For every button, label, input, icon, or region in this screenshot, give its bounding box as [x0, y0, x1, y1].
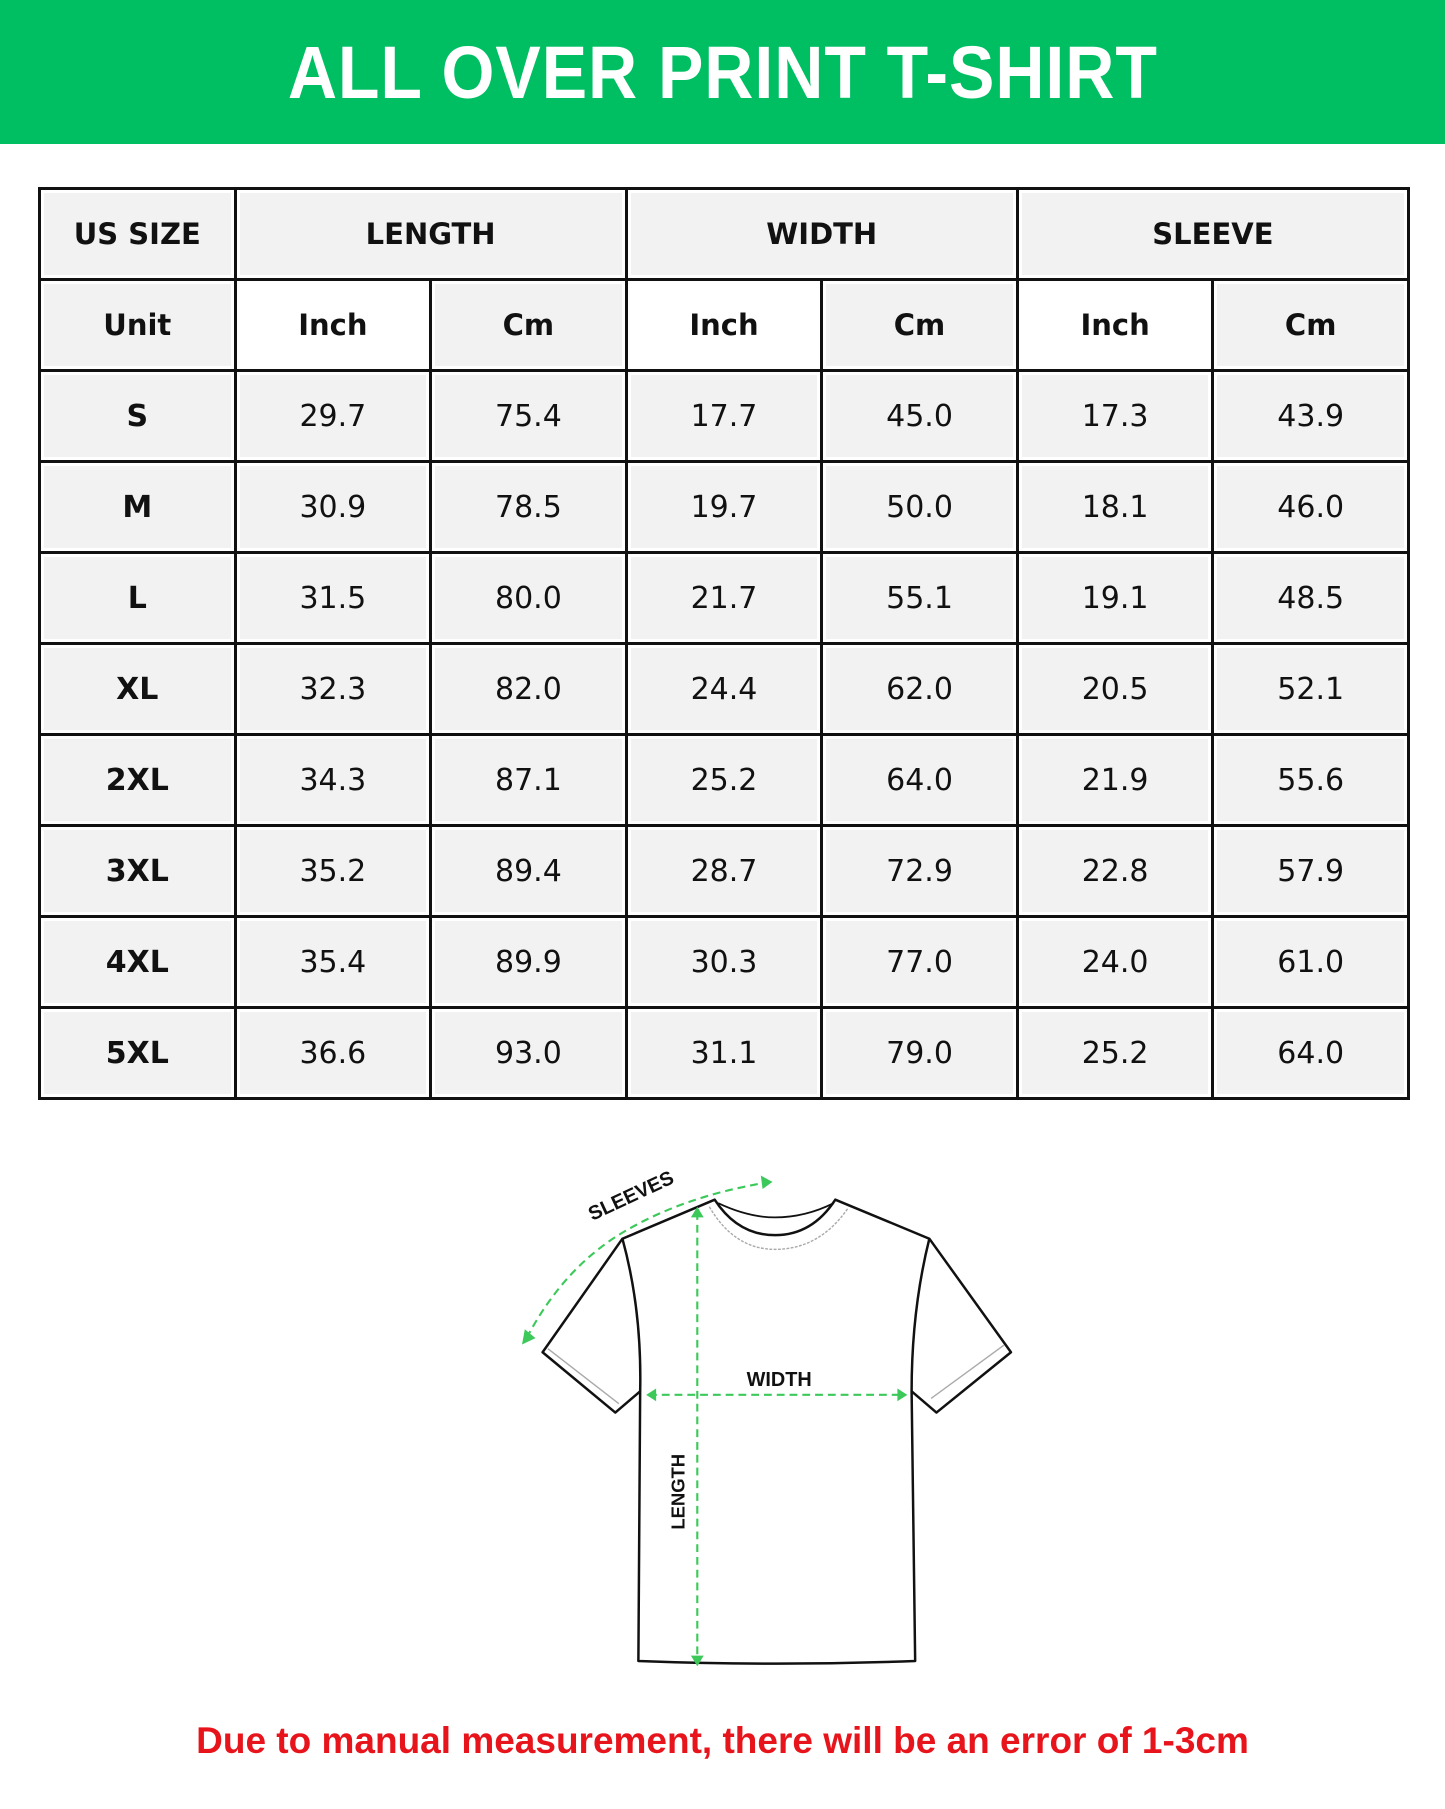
- measurement-cell: 55.6: [1211, 733, 1410, 827]
- measurement-cell: 25.2: [1015, 1006, 1215, 1100]
- header-width: WIDTH: [624, 187, 1019, 281]
- measurement-cell: 34.3: [233, 733, 433, 827]
- measurement-cell: 93.0: [429, 1006, 628, 1100]
- measurement-cell: 89.9: [429, 915, 628, 1009]
- measurement-cell: 19.1: [1015, 551, 1215, 645]
- table-row: L 31.5 80.0 21.7 55.1 19.1 48.5: [38, 551, 1410, 645]
- measurement-cell: 64.0: [820, 733, 1019, 827]
- measurement-cell: 17.7: [624, 369, 824, 463]
- length-label: LENGTH: [668, 1454, 689, 1530]
- measurement-cell: 30.9: [233, 460, 433, 554]
- size-cell: XL: [38, 642, 237, 736]
- measurement-cell: 18.1: [1015, 460, 1215, 554]
- measurement-cell: 30.3: [624, 915, 824, 1009]
- measurement-cell: 20.5: [1015, 642, 1215, 736]
- measurement-cell: 22.8: [1015, 824, 1215, 918]
- unit-cm: Cm: [820, 278, 1019, 372]
- measurement-cell: 25.2: [624, 733, 824, 827]
- measurement-cell: 46.0: [1211, 460, 1410, 554]
- measurement-cell: 82.0: [429, 642, 628, 736]
- unit-inch: Inch: [233, 278, 433, 372]
- measurement-cell: 50.0: [820, 460, 1019, 554]
- group-header-row: US SIZE LENGTH WIDTH SLEEVE: [38, 187, 1411, 281]
- width-label: WIDTH: [747, 1369, 812, 1391]
- unit-cm: Cm: [1211, 278, 1410, 372]
- size-cell: 5XL: [38, 1006, 237, 1100]
- table-row: S 29.7 75.4 17.7 45.0 17.3 43.9: [38, 369, 1410, 463]
- measurement-cell: 62.0: [820, 642, 1019, 736]
- measurement-cell: 89.4: [429, 824, 628, 918]
- measurement-cell: 61.0: [1211, 915, 1410, 1009]
- measurement-cell: 24.0: [1015, 915, 1215, 1009]
- measurement-cell: 17.3: [1015, 369, 1215, 463]
- measurement-cell: 35.2: [233, 824, 433, 918]
- measurement-cell: 78.5: [429, 460, 628, 554]
- measurement-cell: 52.1: [1211, 642, 1410, 736]
- measurement-error-note: Due to manual measurement, there will be…: [196, 1720, 1249, 1761]
- table-row: 4XL 35.4 89.9 30.3 77.0 24.0 61.0: [38, 915, 1410, 1009]
- table-row: 3XL 35.2 89.4 28.7 72.9 22.8 57.9: [38, 824, 1410, 918]
- size-cell: 2XL: [38, 733, 237, 827]
- measurement-cell: 29.7: [233, 369, 433, 463]
- table-row: 2XL 34.3 87.1 25.2 64.0 21.9 55.6: [38, 733, 1410, 827]
- measurement-cell: 19.7: [624, 460, 824, 554]
- unit-row: Unit Inch Cm Inch Cm Inch Cm: [38, 278, 1410, 372]
- unit-label: Unit: [38, 278, 237, 372]
- measurement-cell: 64.0: [1211, 1006, 1410, 1100]
- header-us-size: US SIZE: [38, 187, 237, 281]
- unit-inch: Inch: [624, 278, 824, 372]
- measurement-cell: 45.0: [820, 369, 1019, 463]
- measurement-cell: 28.7: [624, 824, 824, 918]
- unit-inch: Inch: [1015, 278, 1215, 372]
- measurement-cell: 79.0: [820, 1006, 1019, 1100]
- title-banner: ALL OVER PRINT T-SHIRT: [0, 0, 1445, 144]
- sleeves-label: SLEEVES: [585, 1167, 677, 1226]
- measurement-cell: 21.9: [1015, 733, 1215, 827]
- measurement-cell: 31.5: [233, 551, 433, 645]
- size-cell: S: [38, 369, 237, 463]
- table-row: M 30.9 78.5 19.7 50.0 18.1 46.0: [38, 460, 1410, 554]
- header-length: LENGTH: [233, 187, 628, 281]
- measurement-cell: 72.9: [820, 824, 1019, 918]
- measurement-cell: 43.9: [1211, 369, 1410, 463]
- table-row: 5XL 36.6 93.0 31.1 79.0 25.2 64.0: [38, 1006, 1410, 1100]
- measurement-cell: 21.7: [624, 551, 824, 645]
- measurement-cell: 48.5: [1211, 551, 1410, 645]
- measurement-cell: 55.1: [820, 551, 1019, 645]
- measurement-cell: 36.6: [233, 1006, 433, 1100]
- unit-cm: Cm: [429, 278, 628, 372]
- measurement-cell: 77.0: [820, 915, 1019, 1009]
- size-cell: 4XL: [38, 915, 237, 1009]
- page-title: ALL OVER PRINT T-SHIRT: [287, 30, 1158, 114]
- size-cell: M: [38, 460, 237, 554]
- header-sleeve: SLEEVE: [1015, 187, 1411, 281]
- measurement-cell: 80.0: [429, 551, 628, 645]
- size-cell: L: [38, 551, 237, 645]
- measurement-cell: 32.3: [233, 642, 433, 736]
- measurement-cell: 57.9: [1211, 824, 1410, 918]
- size-cell: 3XL: [38, 824, 237, 918]
- measurement-cell: 87.1: [429, 733, 628, 827]
- tshirt-outline: [541, 1198, 1013, 1665]
- tshirt-measurement-diagram: SLEEVES WIDTH LENGTH: [522, 1167, 1013, 1667]
- measurement-cell: 24.4: [624, 642, 824, 736]
- measurement-cell: 35.4: [233, 915, 433, 1009]
- size-chart-table: US SIZE LENGTH WIDTH SLEEVE Unit Inch Cm…: [38, 187, 1411, 1100]
- measurement-cell: 75.4: [429, 369, 628, 463]
- measurement-cell: 31.1: [624, 1006, 824, 1100]
- sleeve-arrow: [525, 1181, 767, 1339]
- table-row: XL 32.3 82.0 24.4 62.0 20.5 52.1: [38, 642, 1410, 736]
